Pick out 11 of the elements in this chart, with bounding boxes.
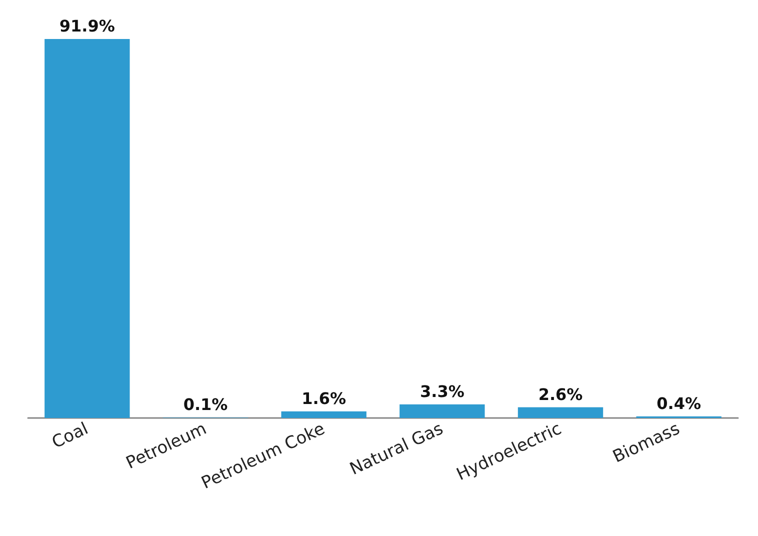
data-label: 2.6% <box>538 384 583 404</box>
data-label: 1.6% <box>302 388 346 408</box>
data-label: 0.1% <box>183 395 228 414</box>
bar <box>518 407 604 418</box>
data-label: 3.3% <box>420 382 464 401</box>
data-label: 0.4% <box>656 394 702 413</box>
data-label: 91.9% <box>59 16 115 36</box>
bar <box>44 39 130 418</box>
x-tick-label: Coal <box>49 418 92 453</box>
bar <box>400 404 485 418</box>
bar <box>281 411 366 418</box>
